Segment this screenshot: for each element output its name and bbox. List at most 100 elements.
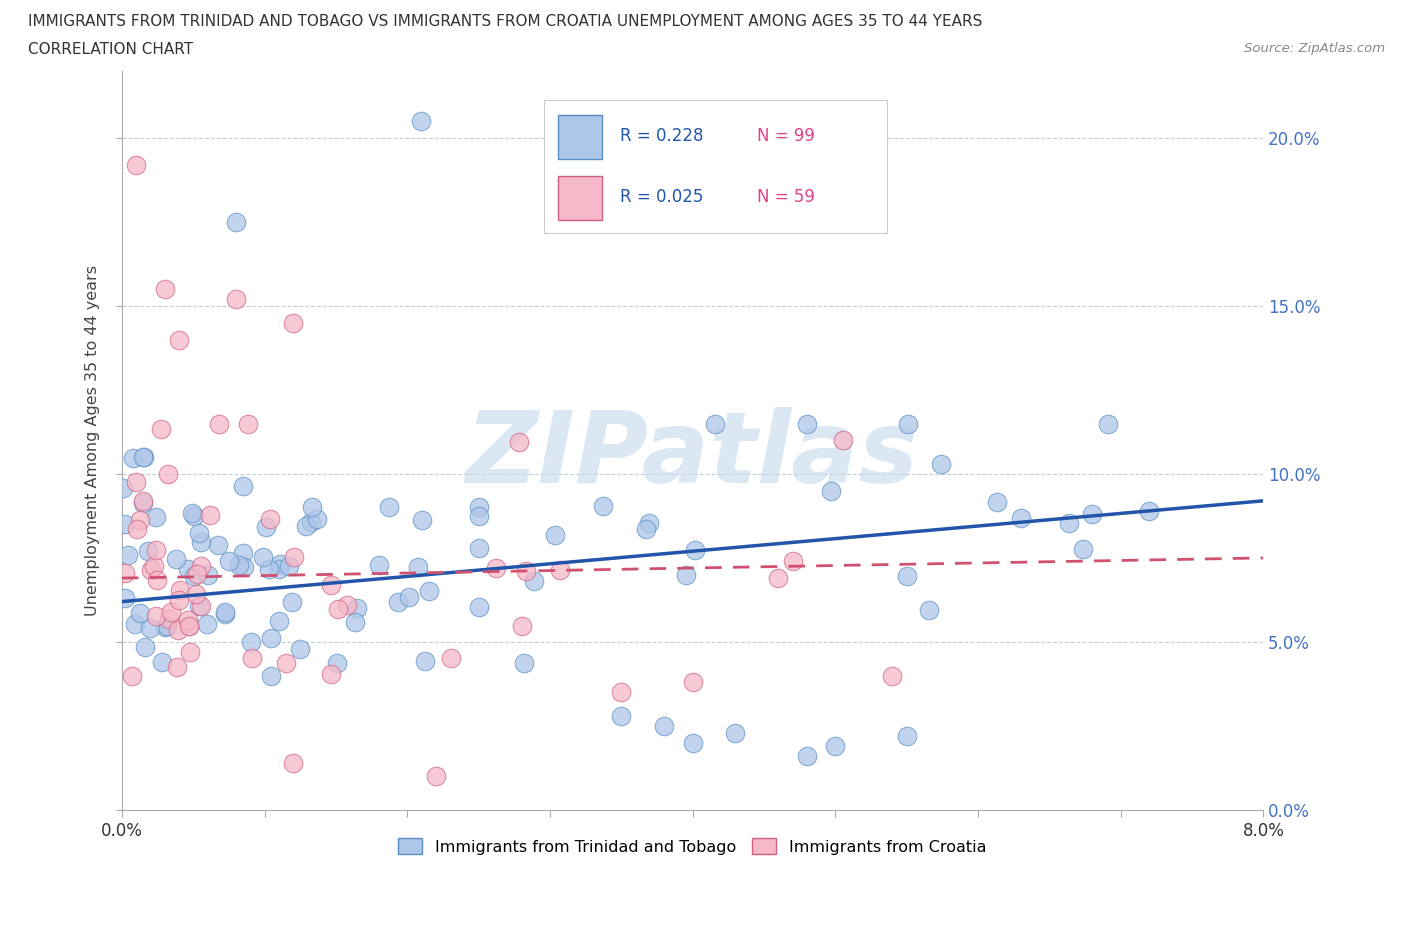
Immigrants from Trinidad and Tobago bbox=[136, 543, 159, 558]
Immigrants from Trinidad and Tobago bbox=[145, 509, 167, 524]
Immigrants from Trinidad and Tobago bbox=[387, 594, 409, 609]
Text: IMMIGRANTS FROM TRINIDAD AND TOBAGO VS IMMIGRANTS FROM CROATIA UNEMPLOYMENT AMON: IMMIGRANTS FROM TRINIDAD AND TOBAGO VS I… bbox=[28, 14, 983, 29]
Immigrants from Trinidad and Tobago bbox=[207, 538, 229, 552]
Immigrants from Croatia bbox=[142, 559, 165, 574]
Immigrants from Trinidad and Tobago bbox=[467, 499, 489, 514]
Text: ZIPatlas: ZIPatlas bbox=[465, 406, 920, 504]
Immigrants from Trinidad and Tobago bbox=[724, 725, 747, 740]
Immigrants from Trinidad and Tobago bbox=[512, 656, 534, 671]
Immigrants from Trinidad and Tobago bbox=[305, 512, 328, 526]
Immigrants from Croatia bbox=[328, 602, 350, 617]
Immigrants from Trinidad and Tobago bbox=[281, 594, 304, 609]
Immigrants from Trinidad and Tobago bbox=[796, 416, 818, 431]
Immigrants from Trinidad and Tobago bbox=[1059, 515, 1081, 530]
Immigrants from Trinidad and Tobago bbox=[896, 568, 918, 583]
Immigrants from Trinidad and Tobago bbox=[129, 605, 152, 620]
Immigrants from Croatia bbox=[281, 755, 304, 770]
Immigrants from Croatia bbox=[156, 467, 179, 482]
Immigrants from Trinidad and Tobago bbox=[301, 499, 323, 514]
Immigrants from Trinidad and Tobago bbox=[197, 567, 219, 582]
Immigrants from Trinidad and Tobago bbox=[278, 559, 301, 574]
Text: Source: ZipAtlas.com: Source: ZipAtlas.com bbox=[1244, 42, 1385, 55]
Immigrants from Trinidad and Tobago bbox=[239, 634, 262, 649]
Immigrants from Trinidad and Tobago bbox=[1097, 416, 1119, 431]
Immigrants from Trinidad and Tobago bbox=[134, 640, 156, 655]
Immigrants from Trinidad and Tobago bbox=[195, 617, 218, 631]
Immigrants from Trinidad and Tobago bbox=[290, 641, 312, 656]
Immigrants from Trinidad and Tobago bbox=[259, 631, 281, 645]
Immigrants from Croatia bbox=[208, 416, 231, 431]
Immigrants from Trinidad and Tobago bbox=[704, 416, 727, 431]
Immigrants from Trinidad and Tobago bbox=[187, 525, 209, 540]
Immigrants from Trinidad and Tobago bbox=[592, 498, 614, 513]
Immigrants from Croatia bbox=[145, 573, 167, 588]
Immigrants from Trinidad and Tobago bbox=[1071, 542, 1094, 557]
Immigrants from Trinidad and Tobago bbox=[346, 601, 368, 616]
Immigrants from Trinidad and Tobago bbox=[228, 558, 250, 573]
Immigrants from Trinidad and Tobago bbox=[637, 515, 659, 530]
Immigrants from Trinidad and Tobago bbox=[232, 559, 254, 574]
Immigrants from Croatia bbox=[319, 666, 342, 681]
Immigrants from Croatia bbox=[508, 434, 530, 449]
Immigrants from Croatia bbox=[782, 553, 804, 568]
Immigrants from Trinidad and Tobago bbox=[918, 603, 941, 618]
Immigrants from Trinidad and Tobago bbox=[418, 583, 440, 598]
Immigrants from Croatia bbox=[179, 618, 201, 633]
Immigrants from Trinidad and Tobago bbox=[122, 450, 145, 465]
Immigrants from Trinidad and Tobago bbox=[467, 600, 489, 615]
Immigrants from Trinidad and Tobago bbox=[1081, 507, 1104, 522]
Immigrants from Croatia bbox=[157, 612, 180, 627]
Immigrants from Trinidad and Tobago bbox=[254, 520, 277, 535]
Immigrants from Trinidad and Tobago bbox=[114, 591, 136, 605]
Immigrants from Trinidad and Tobago bbox=[368, 557, 391, 572]
Immigrants from Croatia bbox=[485, 561, 508, 576]
Immigrants from Croatia bbox=[127, 521, 149, 536]
Immigrants from Trinidad and Tobago bbox=[260, 668, 283, 683]
Immigrants from Trinidad and Tobago bbox=[181, 505, 204, 520]
Immigrants from Croatia bbox=[128, 512, 150, 527]
Immigrants from Trinidad and Tobago bbox=[177, 562, 200, 577]
Immigrants from Trinidad and Tobago bbox=[183, 509, 205, 524]
Y-axis label: Unemployment Among Ages 35 to 44 years: Unemployment Among Ages 35 to 44 years bbox=[86, 265, 100, 616]
Immigrants from Trinidad and Tobago bbox=[132, 496, 155, 511]
Immigrants from Croatia bbox=[167, 592, 190, 607]
Immigrants from Croatia bbox=[236, 416, 259, 431]
Immigrants from Trinidad and Tobago bbox=[543, 527, 565, 542]
Immigrants from Trinidad and Tobago bbox=[134, 450, 156, 465]
Immigrants from Trinidad and Tobago bbox=[896, 728, 918, 743]
Immigrants from Trinidad and Tobago bbox=[1137, 503, 1160, 518]
Immigrants from Croatia bbox=[274, 656, 297, 671]
Immigrants from Trinidad and Tobago bbox=[232, 546, 254, 561]
Immigrants from Trinidad and Tobago bbox=[1010, 511, 1032, 525]
Immigrants from Trinidad and Tobago bbox=[610, 709, 633, 724]
Immigrants from Croatia bbox=[281, 315, 304, 330]
Immigrants from Trinidad and Tobago bbox=[986, 494, 1008, 509]
Immigrants from Croatia bbox=[190, 559, 212, 574]
Immigrants from Trinidad and Tobago bbox=[398, 589, 420, 604]
Immigrants from Croatia bbox=[159, 604, 181, 619]
Immigrants from Trinidad and Tobago bbox=[188, 598, 211, 613]
Immigrants from Trinidad and Tobago bbox=[685, 542, 707, 557]
Immigrants from Croatia bbox=[548, 562, 571, 577]
Legend: Immigrants from Trinidad and Tobago, Immigrants from Croatia: Immigrants from Trinidad and Tobago, Imm… bbox=[392, 831, 993, 861]
Immigrants from Croatia bbox=[125, 157, 148, 172]
Immigrants from Trinidad and Tobago bbox=[218, 553, 240, 568]
Immigrants from Trinidad and Tobago bbox=[132, 450, 155, 465]
Immigrants from Trinidad and Tobago bbox=[257, 561, 280, 576]
Immigrants from Croatia bbox=[832, 432, 855, 447]
Immigrants from Trinidad and Tobago bbox=[139, 621, 162, 636]
Immigrants from Croatia bbox=[145, 543, 167, 558]
Immigrants from Croatia bbox=[240, 650, 263, 665]
Immigrants from Trinidad and Tobago bbox=[467, 509, 489, 524]
Immigrants from Croatia bbox=[510, 618, 533, 633]
Immigrants from Trinidad and Tobago bbox=[124, 617, 146, 631]
Immigrants from Trinidad and Tobago bbox=[824, 738, 846, 753]
Immigrants from Trinidad and Tobago bbox=[796, 749, 818, 764]
Immigrants from Trinidad and Tobago bbox=[294, 519, 316, 534]
Immigrants from Trinidad and Tobago bbox=[820, 484, 842, 498]
Immigrants from Trinidad and Tobago bbox=[931, 457, 953, 472]
Immigrants from Trinidad and Tobago bbox=[467, 540, 489, 555]
Immigrants from Trinidad and Tobago bbox=[156, 618, 179, 633]
Immigrants from Trinidad and Tobago bbox=[232, 479, 254, 494]
Immigrants from Trinidad and Tobago bbox=[111, 480, 134, 495]
